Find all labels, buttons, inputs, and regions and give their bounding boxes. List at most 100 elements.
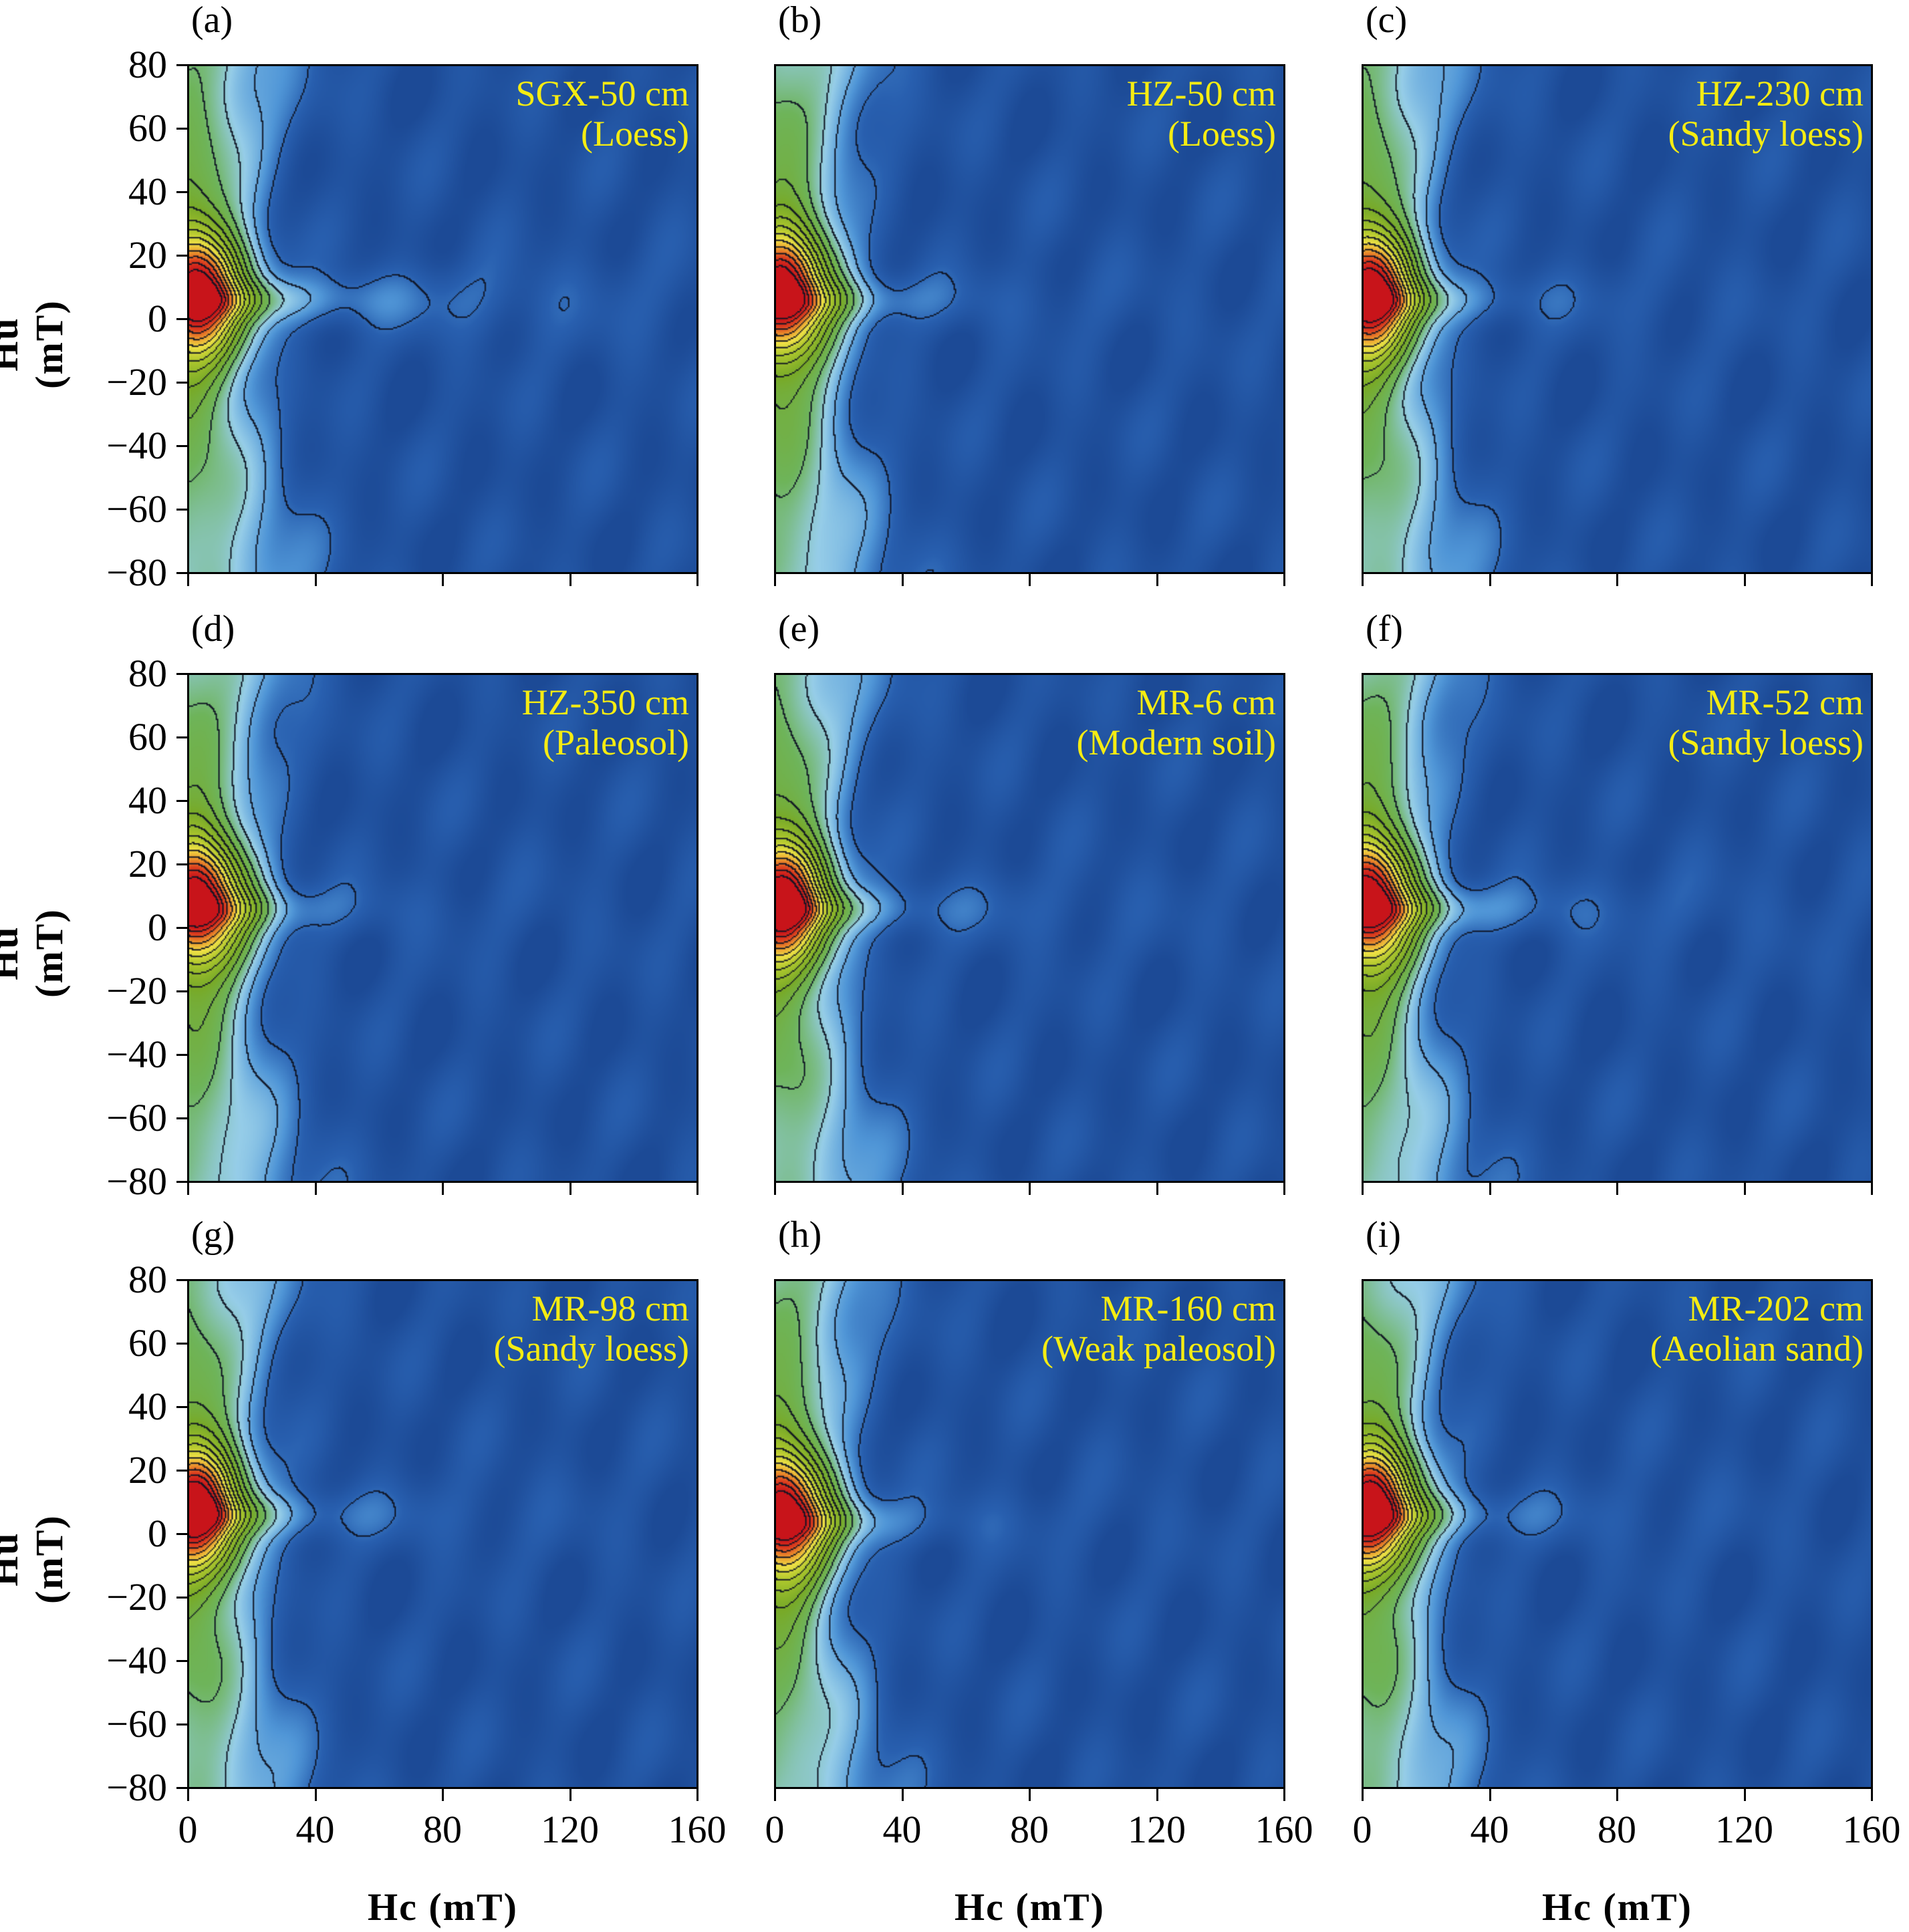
x-tick-mark	[1616, 574, 1618, 586]
x-tick-mark	[314, 574, 317, 586]
x-axis-label: Hc (mT)	[1542, 1885, 1692, 1929]
sample-name: MR-6 cm	[1136, 682, 1277, 722]
x-tick-mark	[1156, 1183, 1158, 1195]
forc-heatmap	[189, 675, 696, 1181]
x-tick-label: 40	[882, 1808, 922, 1851]
y-tick-mark	[176, 1279, 187, 1281]
y-tick-mark	[176, 1181, 187, 1183]
y-tick-label: 60	[128, 715, 167, 758]
y-tick-mark	[176, 255, 187, 257]
forc-panel: (a) SGX-50 cm (Loess) 80 60 40 20 0 −20 −40 −60 −80	[106, 0, 698, 592]
x-tick-mark	[774, 1789, 776, 1801]
forc-panel: (f) MR-52 cm (Sandy loess)	[1362, 608, 1873, 1195]
forc-panel: (i) MR-202 cm (Aeolian sand) 0 40 80 120 160	[1353, 1214, 1901, 1851]
x-tick-mark	[187, 1789, 189, 1801]
x-tick-label: 0	[178, 1808, 198, 1851]
panel-label: (f)	[1366, 608, 1403, 650]
y-tick-label: 40	[128, 779, 167, 822]
y-tick-mark	[176, 572, 187, 574]
x-tick-mark	[901, 574, 904, 586]
sample-lithology: (Paleosol)	[543, 722, 689, 763]
x-tick-label: 120	[541, 1808, 599, 1851]
y-tick-label: 20	[128, 233, 167, 277]
x-tick-mark	[314, 1183, 317, 1195]
x-tick-mark	[1362, 1789, 1364, 1801]
sample-annotation: SGX-50 cm (Loess)	[516, 74, 689, 154]
y-tick-label: −20	[106, 360, 167, 404]
sample-name: SGX-50 cm	[515, 74, 689, 114]
forc-heatmap	[189, 1281, 696, 1787]
x-tick-label: 160	[1842, 1808, 1901, 1851]
plot-area	[187, 64, 698, 574]
panel-label: (i)	[1366, 1214, 1401, 1256]
forc-panel: (g) MR-98 cm (Sandy loess) 0 40 80 120 160 80 60 4…	[106, 1214, 726, 1851]
y-tick-mark	[176, 1054, 187, 1056]
y-tick-label: 20	[128, 1448, 167, 1492]
x-tick-mark	[569, 574, 571, 586]
y-tick-label: −20	[106, 969, 167, 1012]
sample-name: MR-98 cm	[531, 1288, 690, 1329]
x-tick-mark	[1362, 574, 1364, 586]
y-tick-mark	[176, 1723, 187, 1726]
sample-lithology: (Aeolian sand)	[1650, 1329, 1864, 1369]
y-tick-mark	[176, 318, 187, 320]
x-tick-mark	[1029, 1183, 1031, 1195]
y-tick-label: −60	[106, 1096, 167, 1139]
forc-panel: (e) MR-6 cm (Modern soil)	[774, 608, 1285, 1195]
x-tick-mark	[1156, 1789, 1158, 1801]
plot-area	[774, 1279, 1285, 1789]
plot-area	[1362, 673, 1873, 1183]
x-tick-mark	[187, 1183, 189, 1195]
x-tick-mark	[569, 1789, 571, 1801]
sample-lithology: (Sandy loess)	[1668, 722, 1864, 763]
x-tick-mark	[1871, 1183, 1873, 1195]
sample-annotation: HZ-230 cm (Sandy loess)	[1668, 74, 1864, 154]
x-tick-mark	[1029, 1789, 1031, 1801]
y-tick-label: 80	[128, 43, 167, 86]
y-tick-label: 80	[128, 652, 167, 695]
y-tick-label: 60	[128, 1321, 167, 1365]
sample-annotation: MR-6 cm (Modern soil)	[1077, 682, 1276, 763]
y-tick-label: 60	[128, 106, 167, 150]
sample-name: HZ-50 cm	[1126, 74, 1276, 114]
y-tick-label: 40	[128, 170, 167, 213]
y-tick-label: −40	[106, 1032, 167, 1076]
x-tick-mark	[1616, 1789, 1618, 1801]
x-tick-label: 0	[765, 1808, 785, 1851]
panel-label: (d)	[191, 608, 235, 650]
plot-area	[187, 673, 698, 1183]
y-axis-label: Hu (mT)	[0, 299, 71, 389]
x-tick-mark	[774, 1183, 776, 1195]
panel-label: (e)	[778, 608, 820, 650]
plot-area	[1362, 1279, 1873, 1789]
y-tick-mark	[176, 863, 187, 865]
x-tick-label: 80	[1010, 1808, 1049, 1851]
forc-heatmap	[1364, 675, 1871, 1181]
x-axis-label: Hc (mT)	[368, 1885, 518, 1929]
y-tick-mark	[176, 445, 187, 447]
y-tick-mark	[176, 382, 187, 384]
y-tick-label: −40	[106, 1639, 167, 1682]
x-tick-label: 40	[295, 1808, 335, 1851]
y-axis-label: Hu (mT)	[0, 1514, 71, 1604]
y-tick-mark	[176, 128, 187, 130]
sample-lithology: (Sandy loess)	[493, 1329, 689, 1369]
forc-heatmap	[776, 66, 1283, 572]
y-tick-label: −60	[106, 1702, 167, 1746]
y-tick-mark	[176, 1597, 187, 1599]
x-tick-mark	[1489, 1183, 1491, 1195]
y-tick-label: 0	[148, 1512, 167, 1555]
sample-name: MR-160 cm	[1100, 1288, 1277, 1329]
y-tick-mark	[176, 1470, 187, 1472]
y-tick-mark	[176, 64, 187, 66]
x-tick-mark	[1362, 1183, 1364, 1195]
y-tick-mark	[176, 1660, 187, 1662]
sample-lithology: (Weak paleosol)	[1041, 1329, 1276, 1369]
plot-area	[774, 673, 1285, 1183]
sample-lithology: (Loess)	[1168, 114, 1276, 154]
sample-lithology: (Sandy loess)	[1668, 114, 1864, 154]
panel-label: (h)	[778, 1214, 822, 1256]
y-tick-label: −80	[106, 1766, 167, 1809]
sample-annotation: MR-202 cm (Aeolian sand)	[1650, 1288, 1864, 1369]
x-tick-mark	[1871, 1789, 1873, 1801]
